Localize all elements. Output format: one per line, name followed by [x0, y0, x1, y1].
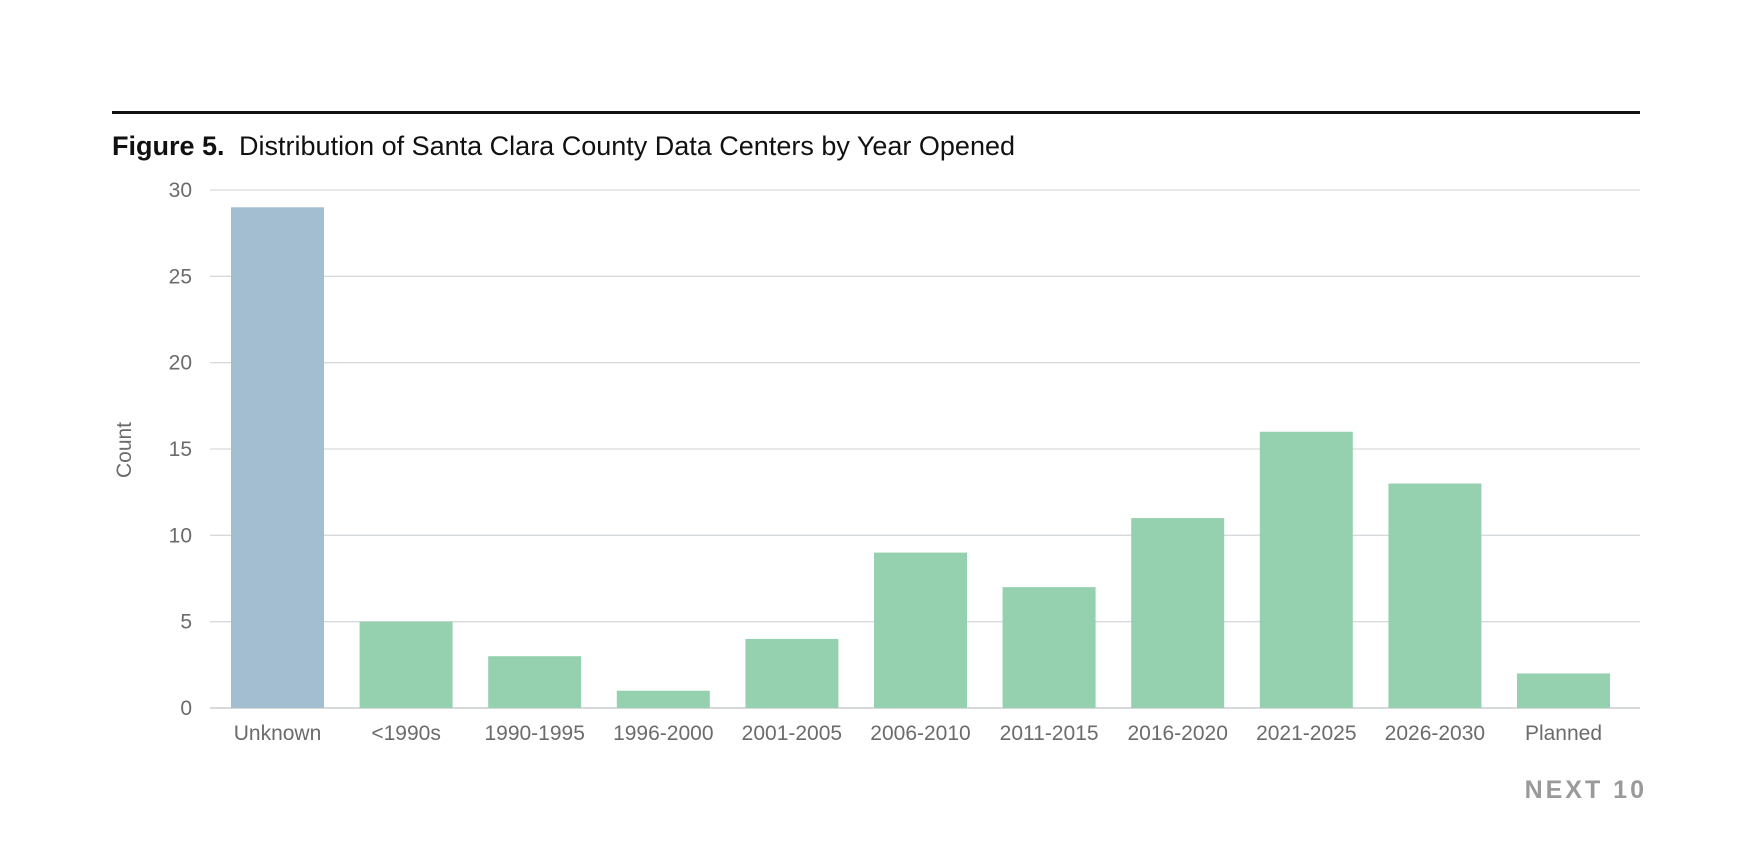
x-tick-label: Unknown: [234, 722, 322, 745]
bar-1990-1995: [488, 656, 582, 708]
bar-2006-2010: [874, 552, 967, 708]
bar-2026-2030: [1388, 483, 1482, 708]
x-tick-label: Planned: [1525, 722, 1602, 745]
y-tick-label: 30: [169, 179, 192, 202]
bar-2016-2020: [1131, 518, 1225, 708]
next10-logo: NEXT 10: [1525, 776, 1647, 804]
figure-title-text: Distribution of Santa Clara County Data …: [239, 131, 1015, 161]
bar-planned: [1517, 673, 1610, 708]
x-tick-label: 2001-2005: [742, 722, 842, 745]
figure-label: Figure 5.: [112, 131, 225, 161]
bar-2021-2025: [1259, 431, 1353, 708]
x-tick-label: 2026-2030: [1385, 722, 1485, 745]
x-tick-label: 2021-2025: [1256, 722, 1356, 745]
x-tick-label: 1990-1995: [484, 722, 584, 745]
bar-1996-2000: [616, 690, 710, 708]
x-tick-label: <1990s: [371, 722, 440, 745]
y-axis-title: Count: [113, 422, 136, 478]
x-axis-ticks: Unknown <1990s 1990-1995 1996-2000 2001-2005…: [234, 722, 1602, 745]
bar-unknown: [231, 207, 324, 708]
x-tick-label: 1996-2000: [613, 722, 713, 745]
y-tick-label: 0: [180, 697, 192, 720]
bar-1990s: [359, 621, 453, 708]
y-tick-label: 15: [169, 438, 192, 461]
bar-2001-2005: [745, 638, 839, 708]
y-tick-label: 10: [169, 524, 192, 547]
bar-2011-2015: [1002, 587, 1096, 708]
y-axis-ticks: 0 5 10 15 20 25 30: [169, 179, 192, 720]
y-tick-label: 25: [169, 265, 192, 288]
x-tick-label: 2006-2010: [870, 722, 970, 745]
y-tick-label: 5: [180, 611, 192, 634]
x-tick-label: 2016-2020: [1127, 722, 1227, 745]
figure-title: Figure 5. Distribution of Santa Clara Co…: [112, 131, 1015, 161]
y-tick-label: 20: [169, 352, 192, 375]
bars: [231, 207, 1610, 708]
x-tick-label: 2011-2015: [1000, 722, 1099, 745]
